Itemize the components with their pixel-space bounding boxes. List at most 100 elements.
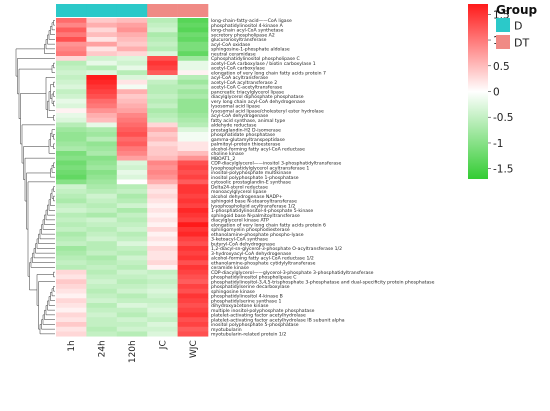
heatmap-cell <box>56 37 87 43</box>
heatmap-cell <box>86 98 118 104</box>
heatmap-cell <box>86 37 118 43</box>
heatmap-cell <box>177 146 209 152</box>
heatmap-cell <box>86 255 118 261</box>
row-label: inositol polyphosphate 5-phosphatase <box>211 322 299 328</box>
heatmap-cell <box>147 331 178 337</box>
row-label: sphingomyelin phosphodiesterase <box>211 227 290 233</box>
heatmap-cell <box>147 293 178 299</box>
heatmap-cell <box>116 298 148 304</box>
heatmap-cell <box>147 203 178 209</box>
row-label: alcohol-forming fatty acyl-CoA reductase… <box>211 256 314 262</box>
heatmap-cell <box>56 208 87 214</box>
heatmap-cell <box>177 265 209 271</box>
row-label: phosphatidylinositol phospholipase C <box>211 275 297 281</box>
row-label: phosphatidylinositol 4-kinase A <box>211 23 284 29</box>
heatmap-cell <box>56 193 87 199</box>
heatmap-cell <box>116 198 148 204</box>
heatmap-cell <box>177 279 209 285</box>
heatmap-cell <box>86 56 118 62</box>
group-annotation-cell <box>147 4 178 17</box>
heatmap-cell <box>86 132 118 138</box>
heatmap-cell <box>147 70 178 76</box>
heatmap-cell <box>86 293 118 299</box>
dendrogram-branch <box>53 162 55 168</box>
dendrogram-branch <box>53 100 55 107</box>
heatmap-cell <box>147 265 178 271</box>
heatmap-cell <box>56 189 87 195</box>
heatmap-cell <box>147 236 178 242</box>
heatmap-cell <box>86 303 118 309</box>
row-label: acyl-CoA dehydrogenase <box>211 113 268 119</box>
heatmap-cell <box>116 284 148 290</box>
heatmap-cell <box>147 322 178 328</box>
heatmap-cell <box>177 174 209 180</box>
heatmap-cell <box>177 236 209 242</box>
heatmap-cell <box>177 217 209 223</box>
heatmap-cell <box>86 122 118 128</box>
heatmap-cell <box>147 155 178 161</box>
heatmap-cell <box>86 288 118 294</box>
heatmap-cell <box>147 94 178 100</box>
heatmap-cell <box>86 136 118 142</box>
heatmap-cell <box>56 127 87 133</box>
heatmap-cell <box>56 326 87 332</box>
heatmap-cell <box>147 255 178 261</box>
heatmap-cell <box>86 141 118 147</box>
heatmap-cell <box>86 265 118 271</box>
dendrogram-branch <box>48 30 55 40</box>
heatmap-cell <box>177 41 209 47</box>
heatmap-cell <box>56 22 87 28</box>
dendrogram-branch <box>29 262 37 291</box>
heatmap-cell <box>56 155 87 161</box>
heatmap-cell <box>56 32 87 38</box>
heatmap-cell <box>177 113 209 119</box>
heatmap-cell <box>177 246 209 252</box>
row-label: CDP-diacylglycerol——inositol 3-phosphati… <box>211 161 342 167</box>
dendrogram-branch <box>50 168 55 178</box>
heatmap-cell <box>147 146 178 152</box>
dendrogram-branch <box>21 124 55 164</box>
heatmap-cell <box>147 312 178 318</box>
heatmap-cell <box>177 322 209 328</box>
heatmap-cell <box>116 255 148 261</box>
heatmap-cell <box>56 122 87 128</box>
heatmap-cell <box>116 165 148 171</box>
heatmap-cell <box>147 84 178 90</box>
color-scale-tick-label: -1 <box>493 138 503 150</box>
heatmap-cell <box>116 288 148 294</box>
heatmap-cell <box>147 122 178 128</box>
heatmap-cell <box>56 65 87 71</box>
heatmap-cell <box>56 298 87 304</box>
heatmap-cell <box>177 241 209 247</box>
heatmap-cell <box>56 303 87 309</box>
heatmap-cell <box>56 331 87 337</box>
heatmap-cell <box>147 326 178 332</box>
dendrogram-branch <box>53 195 55 202</box>
heatmap-cell <box>116 179 148 185</box>
heatmap-cell <box>177 56 209 62</box>
column-label: WJC <box>189 340 199 358</box>
row-label: long-chain acyl-CoA synthetase <box>211 28 284 34</box>
heatmap-cell <box>86 27 118 33</box>
heatmap-cell <box>147 198 178 204</box>
row-label: ethanolamine-phosphate phospho-lyase <box>211 232 304 238</box>
heatmap-cell <box>86 231 118 237</box>
heatmap-cell <box>86 84 118 90</box>
row-label: 3-hydroxyacyl-CoA dehydrogenase <box>211 251 291 257</box>
heatmap-cell <box>147 260 178 266</box>
heatmap-cell <box>116 326 148 332</box>
heatmap-cell <box>116 208 148 214</box>
heatmap-cell <box>116 75 148 81</box>
heatmap-cell <box>177 331 209 337</box>
heatmap-cell <box>116 236 148 242</box>
heatmap-cell <box>147 132 178 138</box>
heatmap-cell <box>56 279 87 285</box>
annotation-legend-swatch <box>496 35 510 49</box>
heatmap-cell <box>86 274 118 280</box>
heatmap-cell <box>116 293 148 299</box>
heatmap-cell <box>116 246 148 252</box>
dendrogram-branch <box>48 296 55 306</box>
heatmap-cell <box>147 208 178 214</box>
heatmap-cell <box>86 331 118 337</box>
heatmap-cell <box>147 75 178 81</box>
